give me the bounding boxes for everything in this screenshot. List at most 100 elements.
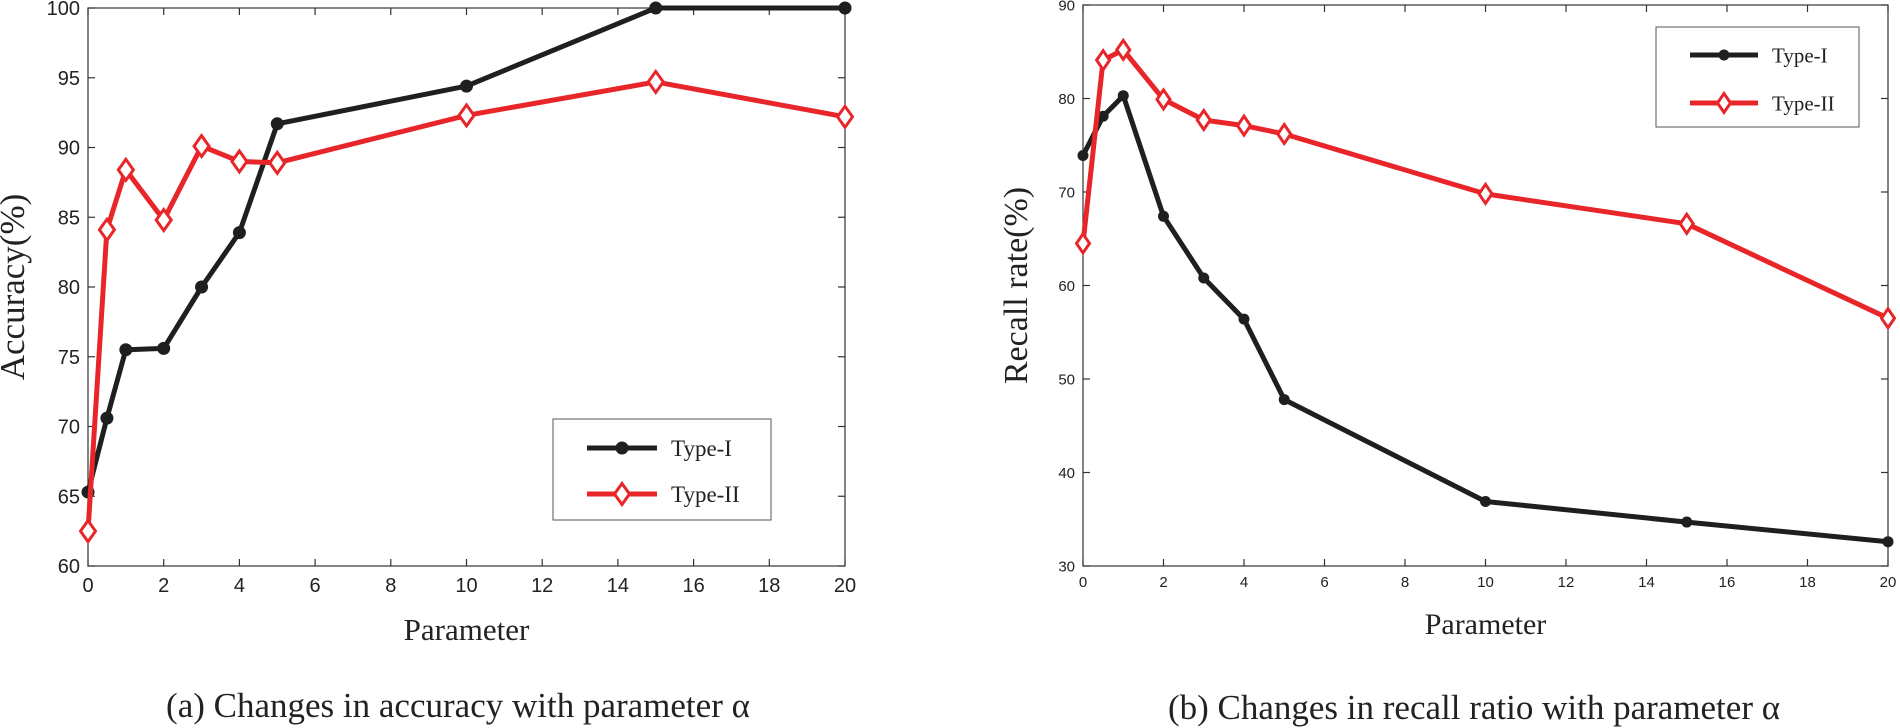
a-point-type-ii (78, 518, 98, 545)
b-y-tick-label: 50 (1058, 371, 1075, 388)
b-point-type-ii (1879, 306, 1897, 331)
b-point-type-ii (1094, 48, 1112, 73)
b-point-type-ii (1235, 113, 1253, 138)
b-x-tick-label: 10 (1477, 574, 1494, 591)
a-point-type-i (838, 1, 852, 15)
b-x-tick-label: 8 (1401, 574, 1409, 591)
b-point-type-ii (1074, 231, 1092, 256)
chart-a-accuracy: 0 2 4 6 8 10 12 14 16 18 20 60 65 70 75 80 85 90 95 100 Para… (0, 0, 856, 725)
b-x-tick-label: 6 (1320, 574, 1328, 591)
a-caption: (a) Changes in accuracy with parameter α (166, 686, 750, 725)
a-y-tick-label: 60 (58, 556, 80, 578)
a-point-type-i (270, 117, 284, 131)
b-y-tick-label: 70 (1058, 184, 1075, 201)
b-point-type-i (1158, 210, 1169, 222)
b-x-tick-label: 20 (1880, 574, 1897, 591)
b-point-type-ii (1678, 211, 1696, 236)
b-y-tick-label: 40 (1058, 465, 1075, 482)
b-point-type-ii (1155, 87, 1172, 112)
a-x-tick-label: 18 (758, 575, 780, 597)
b-point-type-i (1117, 90, 1129, 102)
b-legend-marker-type-ii (1715, 90, 1733, 116)
b-x-axis-title: Parameter (1425, 608, 1547, 641)
a-x-axis-title: Parameter (404, 612, 530, 647)
b-x-tick-label: 4 (1240, 574, 1248, 591)
a-x-tick-label: 10 (455, 575, 477, 597)
a-point-type-i (649, 1, 663, 15)
a-y-tick-label: 70 (58, 417, 80, 439)
b-legend-marker-type-i (1718, 49, 1730, 61)
b-x-tick-label: 0 (1079, 574, 1087, 591)
b-y-tick-label: 60 (1058, 278, 1075, 295)
a-point-type-ii (230, 148, 249, 175)
a-point-type-ii (97, 216, 117, 243)
a-y-tick-label: 65 (58, 486, 80, 508)
a-point-type-i (232, 226, 246, 240)
b-y-axis-title: Recall rate(%) (998, 187, 1035, 384)
b-point-type-i (1097, 110, 1109, 122)
a-y-tick-label: 95 (58, 68, 80, 90)
a-x-tick-label: 20 (834, 575, 856, 597)
b-point-type-i (1077, 150, 1089, 162)
b-point-type-ii (1195, 107, 1213, 133)
b-x-tick-label: 12 (1558, 574, 1575, 591)
a-y-tick-label: 90 (58, 138, 80, 160)
a-point-type-ii (646, 68, 666, 96)
b-series-line-type-ii (1080, 47, 1890, 321)
a-x-tick-label: 4 (234, 575, 245, 597)
a-legend-label-type-ii: Type-II (671, 482, 740, 507)
a-point-type-i (157, 341, 171, 355)
b-point-type-i (1480, 495, 1491, 507)
a-series-line-type-ii (85, 79, 846, 532)
b-point-type-i (1238, 313, 1250, 325)
a-point-type-ii (154, 206, 174, 234)
b-x-tick-label: 16 (1719, 574, 1736, 591)
a-point-type-ii (116, 156, 136, 183)
a-x-tick-label: 6 (310, 575, 321, 597)
b-y-tick-label: 80 (1058, 91, 1075, 108)
b-series-line-type-i (1080, 93, 1889, 545)
a-point-type-ii (457, 102, 476, 129)
a-x-tick-label: 16 (682, 575, 704, 597)
a-y-tick-label: 75 (58, 347, 80, 369)
b-point-type-i (1681, 516, 1693, 528)
a-legend-box (552, 418, 772, 521)
a-point-type-i (460, 79, 473, 93)
b-x-tick-label: 2 (1159, 574, 1167, 591)
a-x-tick-label: 2 (158, 575, 169, 597)
a-x-tick-label: 8 (385, 575, 396, 597)
a-x-tick-label: 12 (531, 575, 553, 597)
a-legend-label-type-i: Type-I (671, 436, 732, 461)
b-point-type-i (1198, 272, 1210, 284)
a-series-line-type-i (85, 5, 845, 493)
b-point-type-i (1882, 536, 1894, 548)
b-y-tick-label: 30 (1058, 558, 1075, 575)
b-y-tick-label: 90 (1058, 0, 1075, 14)
b-legend-box (1655, 26, 1860, 128)
a-point-type-i (195, 280, 209, 294)
b-legend-label-type-i: Type-I (1772, 43, 1828, 67)
b-point-type-ii (1114, 37, 1132, 63)
a-y-axis-title: Accuracy(%) (0, 194, 32, 381)
a-x-tick-label: 0 (82, 575, 93, 597)
a-point-type-i (119, 343, 133, 357)
a-y-tick-label: 80 (58, 277, 80, 299)
a-point-type-ii (267, 149, 287, 176)
b-legend-label-type-ii: Type-II (1772, 91, 1835, 115)
b-x-tick-label: 18 (1799, 574, 1816, 591)
a-legend-marker-type-i (615, 441, 629, 455)
a-y-tick-label: 85 (58, 207, 80, 229)
a-legend-marker-type-ii (612, 480, 632, 508)
a-point-type-i (100, 411, 114, 425)
a-point-type-ii (835, 103, 855, 130)
chart-b-recall: 0 2 4 6 8 10 12 14 16 18 20 30 40 50 60 70 80 90 Parameter… (998, 0, 1896, 727)
b-caption: (b) Changes in recall ratio with paramet… (1168, 688, 1780, 727)
a-x-tick-label: 14 (607, 575, 629, 597)
b-point-type-ii (1477, 181, 1494, 207)
b-point-type-i (1278, 394, 1290, 406)
a-point-type-ii (192, 133, 211, 160)
a-y-tick-label: 100 (47, 0, 80, 20)
b-x-tick-label: 14 (1638, 574, 1655, 591)
b-point-type-ii (1275, 121, 1293, 147)
